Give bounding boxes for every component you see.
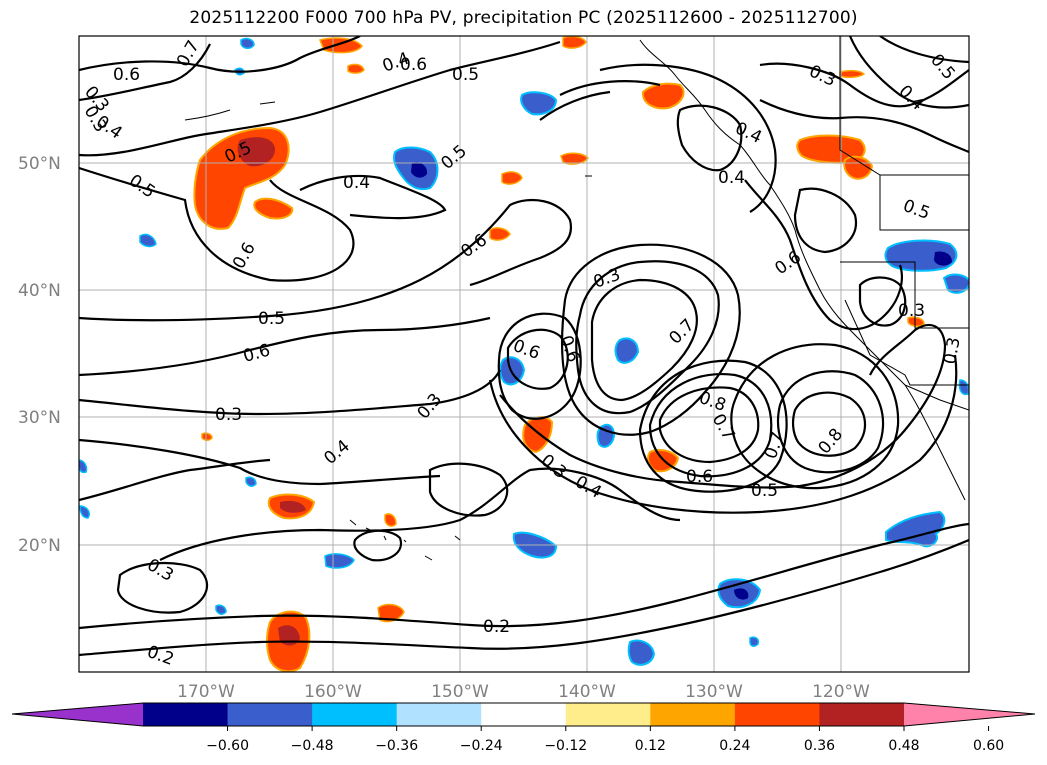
latitude-labels: 50°N 40°N 30°N 20°N [18,154,61,556]
lat-label: 20°N [18,536,61,556]
map-title: 2025112200 F000 700 hPa PV, precipitatio… [189,8,858,28]
lon-label: 130°W [685,682,743,702]
precip-negative-core [734,588,749,600]
colorbar-segment [734,703,820,726]
precip-negative-patch [245,476,257,487]
map-frame [78,35,970,673]
colorbar: −0.60 −0.48 −0.36 −0.24 −0.12 0.12 0.24 0.36 0.4… [11,702,1036,754]
precip-positive-core [237,137,276,167]
lat-label: 50°N [18,154,61,174]
precip-negative-patch [942,273,969,294]
graticule [79,36,969,672]
contour-label: 0.5 [452,65,479,85]
colorbar-extend-low [12,703,143,726]
colorbar-tick-label: 0.48 [888,738,919,754]
precip-positive-patch [384,513,397,527]
precip-negative-core [411,162,428,178]
colorbar-ticks: −0.60 −0.48 −0.36 −0.24 −0.12 0.12 0.24 0.36 0.4… [206,726,1004,754]
precip-positive-core [280,500,306,513]
colorbar-tick-label: −0.12 [544,738,587,754]
coastlines [184,36,969,561]
colorbar-segments [143,703,905,726]
colorbar-tick-label: 0.60 [973,738,1004,754]
colorbar-tick-label: −0.60 [206,738,249,754]
lon-label: 170°W [177,682,235,702]
precip-negative-patch [958,379,969,396]
precip-negative-patch [627,639,656,666]
precip-negative-patch [596,423,616,448]
precip-negative-patch [885,510,946,548]
longitude-labels: 170°W 160°W 150°W 140°W 130°W 120°W [177,682,870,702]
colorbar-segment [143,703,229,726]
precip-positive-patch [253,197,294,220]
precip-positive-patch [839,69,866,79]
precip-positive-patch [843,155,874,180]
precip-negative-patch [240,37,255,49]
colorbar-tick-label: 0.24 [719,738,750,754]
precip-positive-patch [201,432,213,442]
contour-label: 0.2 [483,617,510,637]
contour-label: 0.6 [113,65,140,85]
contour-label: 0.4 [718,168,745,188]
precip-negative-patch [749,636,760,647]
contour-label: 0.3 [215,405,242,425]
colorbar-tick-label: −0.36 [375,738,418,754]
precip-negative-patch [139,233,157,248]
colorbar-tick-label: −0.24 [460,738,503,754]
lon-label: 140°W [558,682,616,702]
lon-label: 150°W [431,682,489,702]
colorbar-segment [819,703,905,726]
precip-positive-patch [318,37,363,54]
colorbar-segment [565,703,651,726]
precip-negative-patch [79,505,91,519]
precip-negative-patch [614,337,640,364]
colorbar-segment [396,703,482,726]
colorbar-segment [481,703,567,726]
precip-negative-patch [215,604,227,615]
precip-positive-patch [560,152,589,165]
contour-label: 0.3 [898,301,925,321]
precip-positive-patch [489,227,511,241]
colorbar-tick-label: 0.36 [804,738,835,754]
precip-positive-core [278,625,300,646]
lat-label: 40°N [18,281,61,301]
pv-contours [79,36,969,657]
colorbar-outline [11,702,1036,727]
precip-positive-patch [501,171,523,185]
colorbar-extend-high [904,703,1035,726]
lon-label: 120°W [812,682,870,702]
precip-positive-patch [347,63,365,74]
contour-label: 0.4 [343,173,370,193]
contour-label: 0.5 [258,309,285,329]
precip-negative-patch [324,553,355,569]
precip-positive-patch [907,316,925,327]
contour-label: 0.5 [751,481,778,501]
colorbar-segment [650,703,736,726]
precip-negative-patch [520,91,558,116]
contour-label: 0.3 [940,336,964,366]
colorbar-tick-label: −0.48 [291,738,334,754]
contour-label: 0.6 [400,55,427,75]
colorbar-segment [312,703,398,726]
precip-positive-patch [641,82,685,110]
colorbar-tick-label: 0.12 [635,738,666,754]
colorbar-segment [227,703,313,726]
precip-positive-patch [377,603,405,623]
lat-label: 30°N [18,408,61,428]
lon-label: 160°W [304,682,362,702]
precip-negative-patch [79,459,88,474]
contour-label: 0.6 [686,467,713,487]
precip-negative-core [934,251,952,266]
